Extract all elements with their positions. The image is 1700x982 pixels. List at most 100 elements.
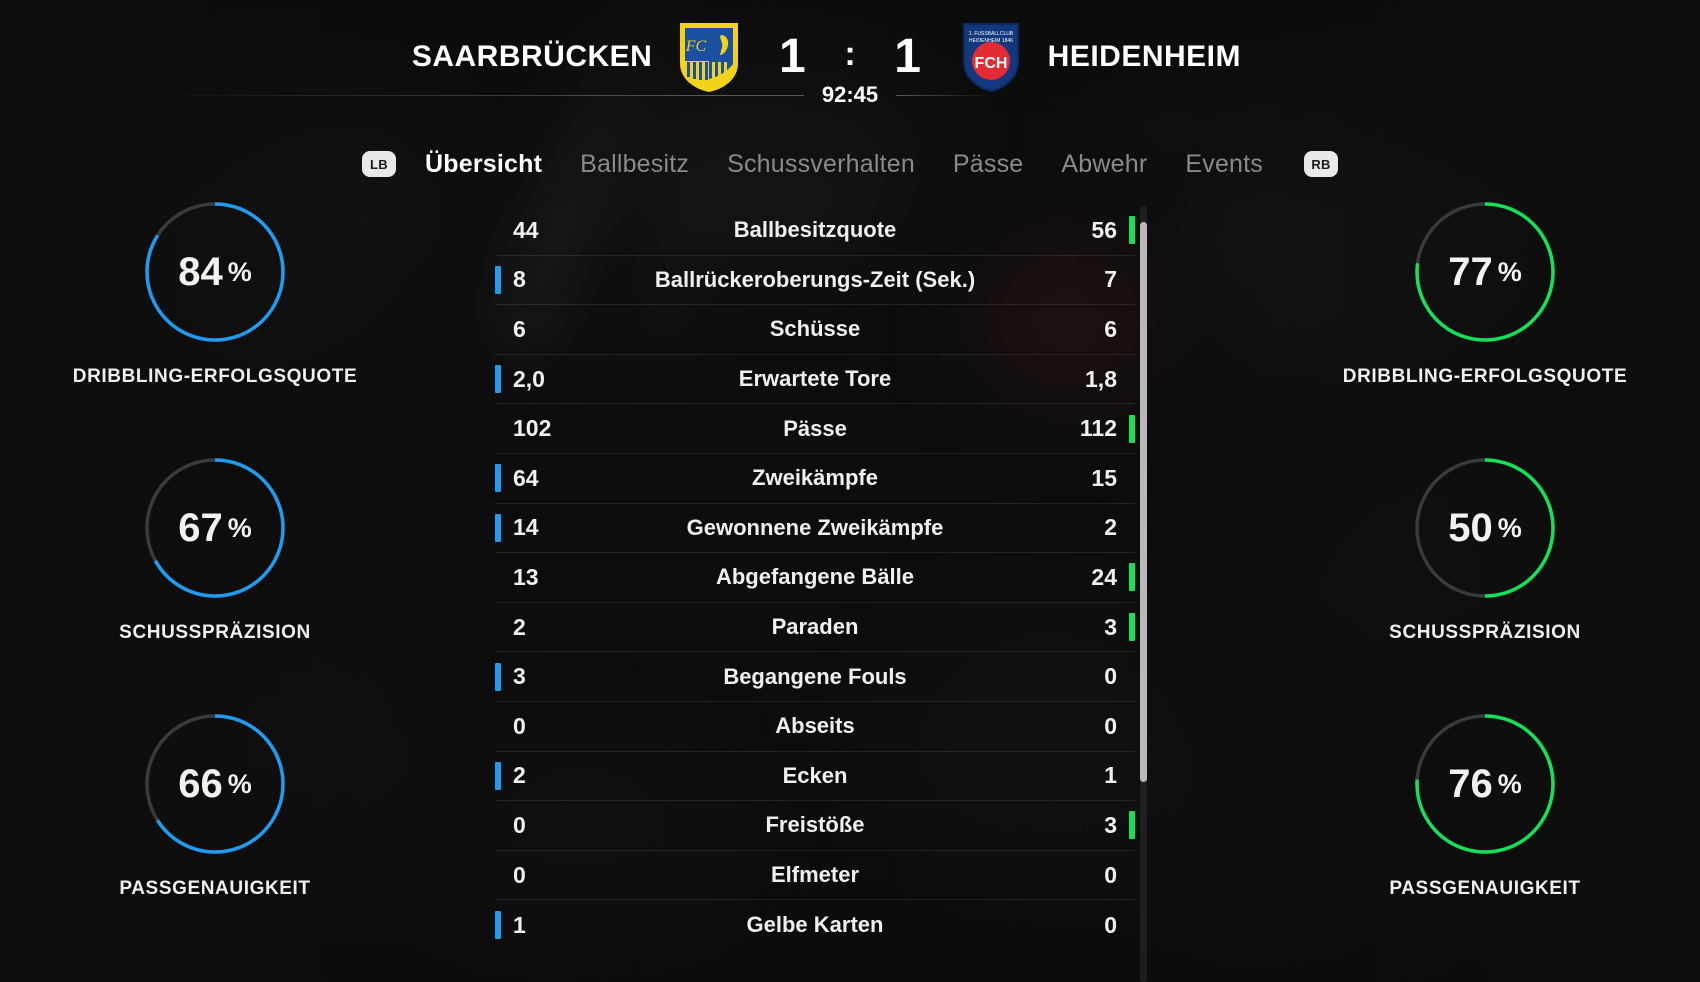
tab-abwehr[interactable]: Abwehr xyxy=(1061,149,1148,178)
stat-label: Paraden xyxy=(771,614,859,640)
home-leader-indicator xyxy=(495,662,501,691)
stat-row: 14 Gewonnene Zweikämpfe 2 xyxy=(495,504,1135,554)
away-leader-indicator xyxy=(1129,613,1135,642)
stat-row: 2 Ecken 1 xyxy=(495,752,1135,802)
saarbruecken-crest: FC xyxy=(678,21,740,93)
home-team-name: SAARBRÜCKEN xyxy=(411,40,653,73)
gauge-value: 76% xyxy=(1409,708,1561,860)
home-leader-indicator xyxy=(495,365,501,394)
stat-label: Ecken xyxy=(782,762,848,788)
stat-row: 2 Paraden 3 xyxy=(495,603,1135,653)
tab-schussverhalten[interactable]: Schussverhalten xyxy=(727,149,915,178)
gauge-unit: % xyxy=(227,768,252,799)
stat-away-value: 2 xyxy=(1104,514,1117,541)
stats-scrollbar-thumb[interactable] xyxy=(1140,222,1147,782)
gauge-value: 77% xyxy=(1409,196,1561,348)
stat-away-value: 6 xyxy=(1104,315,1117,342)
stat-away-value: 1,8 xyxy=(1085,365,1117,392)
gauge-unit: % xyxy=(1497,256,1522,287)
tab-ballbesitz[interactable]: Ballbesitz xyxy=(580,149,690,178)
stat-label: Freistöße xyxy=(765,812,865,838)
gauge-label: SCHUSSPRÄZISION xyxy=(119,622,311,643)
home-score: 1 xyxy=(778,30,806,83)
stat-away-value: 24 xyxy=(1091,563,1117,590)
stat-label: Begangene Fouls xyxy=(723,663,907,689)
stat-row: 1 Gelbe Karten 0 xyxy=(495,900,1135,950)
tab-pässe[interactable]: Pässe xyxy=(952,149,1024,178)
stats-table[interactable]: 44 Ballbesitzquote 56 8 Ballrückeroberungs-Z… xyxy=(495,206,1135,982)
donut-chart: 84% xyxy=(139,196,291,348)
gauge-value: 84% xyxy=(139,196,291,348)
gauge-label: SCHUSSPRÄZISION xyxy=(1389,622,1581,643)
stat-away-value: 0 xyxy=(1104,911,1117,938)
stat-home-value: 6 xyxy=(513,315,526,342)
stat-away-value: 0 xyxy=(1104,712,1117,739)
home-leader-indicator xyxy=(495,513,501,542)
home-leader-indicator xyxy=(495,265,501,294)
stat-label: Gewonnene Zweikämpfe xyxy=(686,514,944,540)
rb-bumper-button[interactable]: RB xyxy=(1304,151,1339,177)
stat-away-value: 56 xyxy=(1091,216,1117,243)
svg-text:HEIDENHEIM 1846: HEIDENHEIM 1846 xyxy=(969,38,1013,44)
stat-home-value: 14 xyxy=(513,514,539,541)
gauge-number: 76 xyxy=(1448,761,1493,806)
gauge-number: 77 xyxy=(1448,249,1493,294)
stat-row: 102 Pässe 112 xyxy=(495,404,1135,454)
stats-tab-bar: LB Übersicht Ballbesitz Schussverhalten Päs… xyxy=(0,142,1700,186)
stat-home-value: 13 xyxy=(513,563,539,590)
svg-text:FCH: FCH xyxy=(974,55,1007,72)
stat-home-value: 0 xyxy=(513,811,526,838)
stat-row: 44 Ballbesitzquote 56 xyxy=(495,206,1135,256)
stat-row: 13 Abgefangene Bälle 24 xyxy=(495,553,1135,603)
gauge-number: 67 xyxy=(178,505,223,550)
home-gauge-column: 84% DRIBBLING-ERFOLGSQUOTE 67% SCHUSSPRÄZIS… xyxy=(0,196,430,964)
stat-home-value: 2 xyxy=(513,762,526,789)
stat-row: 64 Zweikämpfe 15 xyxy=(495,454,1135,504)
tab-events[interactable]: Events xyxy=(1185,149,1264,178)
stat-label: Erwartete Tore xyxy=(738,366,892,392)
donut-chart: 67% xyxy=(139,452,291,604)
home-leader-indicator xyxy=(495,761,501,790)
stat-home-value: 44 xyxy=(513,216,539,243)
gauge-unit: % xyxy=(227,256,252,287)
clock-divider-left xyxy=(143,94,804,96)
donut-chart: 76% xyxy=(1409,708,1561,860)
stat-label: Ballbesitzquote xyxy=(733,217,897,243)
donut-chart: 50% xyxy=(1409,452,1561,604)
home-gauge-schusspräzision: 67% SCHUSSPRÄZISION xyxy=(0,452,430,708)
stat-row: 0 Freistöße 3 xyxy=(495,801,1135,851)
stat-label: Schüsse xyxy=(769,316,861,342)
stat-row: 2,0 Erwartete Tore 1,8 xyxy=(495,355,1135,405)
donut-chart: 77% xyxy=(1409,196,1561,348)
stat-home-value: 1 xyxy=(513,911,526,938)
gauge-number: 66 xyxy=(178,761,223,806)
away-team-name: HEIDENHEIM xyxy=(1047,40,1242,73)
stat-label: Abgefangene Bälle xyxy=(715,564,915,590)
home-leader-indicator xyxy=(495,911,501,940)
gauge-value: 66% xyxy=(139,708,291,860)
gauge-label: DRIBBLING-ERFOLGSQUOTE xyxy=(72,366,358,387)
stat-row: 0 Elfmeter 0 xyxy=(495,851,1135,901)
stat-row: 8 Ballrückeroberungs-Zeit (Sek.) 7 xyxy=(495,256,1135,306)
gauge-unit: % xyxy=(1497,768,1522,799)
away-gauge-schusspräzision: 50% SCHUSSPRÄZISION xyxy=(1270,452,1700,708)
away-gauge-passgenauigkeit: 76% PASSGENAUIGKEIT xyxy=(1270,708,1700,964)
svg-text:1. FUSSBALLCLUB: 1. FUSSBALLCLUB xyxy=(968,31,1013,37)
home-gauge-dribbling-erfolgsquote: 84% DRIBBLING-ERFOLGSQUOTE xyxy=(0,196,430,452)
stat-home-value: 2 xyxy=(513,613,526,640)
stat-away-value: 3 xyxy=(1104,811,1117,838)
stat-label: Zweikämpfe xyxy=(752,465,878,491)
away-leader-indicator xyxy=(1129,563,1135,592)
gauge-unit: % xyxy=(227,512,252,543)
gauge-number: 84 xyxy=(178,249,223,294)
stats-scrollbar-track[interactable] xyxy=(1140,206,1147,982)
stat-label: Gelbe Karten xyxy=(746,912,884,938)
gauge-unit: % xyxy=(1497,512,1522,543)
score-separator: : xyxy=(844,35,856,73)
stat-row: 6 Schüsse 6 xyxy=(495,305,1135,355)
tab-übersicht[interactable]: Übersicht xyxy=(424,149,543,178)
lb-bumper-button[interactable]: LB xyxy=(361,151,396,177)
gauge-number: 50 xyxy=(1448,505,1493,550)
stat-home-value: 3 xyxy=(513,663,526,690)
away-leader-indicator xyxy=(1129,414,1135,443)
